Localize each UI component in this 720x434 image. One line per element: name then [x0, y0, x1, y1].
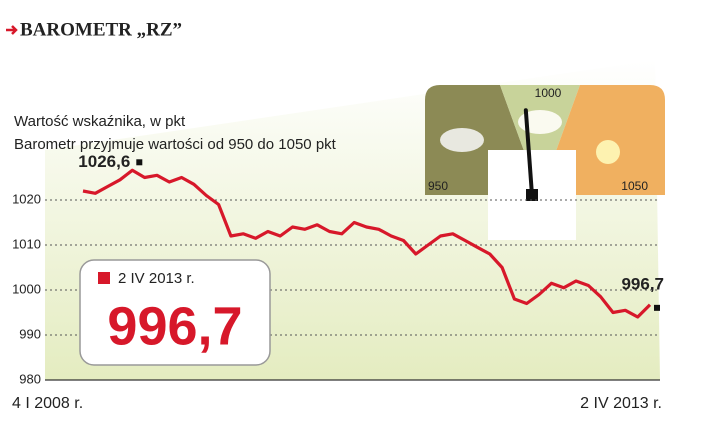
- y-tick-label: 1000: [12, 281, 41, 296]
- legend-swatch: [98, 272, 110, 284]
- data-label: 996,7: [621, 274, 664, 293]
- subtitle: Wartość wskaźnika, w pkt: [14, 113, 186, 130]
- y-tick-label: 990: [19, 326, 41, 341]
- chart-title: BAROMETR „RZ”: [20, 19, 182, 40]
- callout-date: 2 IV 2013 r.: [118, 270, 195, 287]
- x-tick-label: 4 I 2008 r.: [12, 395, 83, 412]
- x-tick-label: 2 IV 2013 r.: [580, 395, 662, 412]
- cloud-icon: [440, 128, 484, 152]
- gauge: 950 1000 1050: [425, 85, 665, 240]
- subtitle: Barometr przyjmuje wartości od 950 do 10…: [14, 136, 337, 153]
- gauge-hub: [526, 189, 538, 201]
- label-marker: [654, 304, 660, 311]
- y-tick-label: 1020: [12, 191, 41, 206]
- label-marker: [136, 159, 143, 166]
- callout: 2 IV 2013 r. 996,7: [79, 259, 271, 366]
- gauge-tick-label: 1000: [535, 86, 562, 100]
- gauge-tick-label: 950: [428, 179, 448, 193]
- title-arrow: [6, 25, 18, 35]
- callout-value: 996,7: [107, 296, 242, 356]
- gauge-sector: [500, 85, 580, 195]
- y-tick-label: 980: [19, 371, 41, 386]
- gauge-tick-label: 1050: [621, 179, 648, 193]
- y-tick-label: 1010: [12, 236, 41, 251]
- callout-box: [79, 259, 271, 366]
- gauge-needle: [523, 108, 534, 197]
- data-line: [82, 168, 652, 319]
- data-label: 1026,6: [78, 152, 130, 171]
- sun-icon: [596, 140, 620, 164]
